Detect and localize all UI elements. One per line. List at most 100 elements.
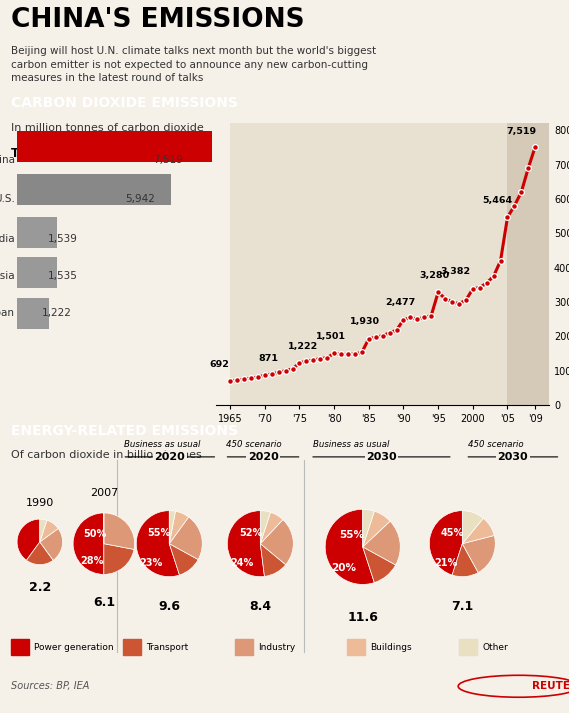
Wedge shape — [260, 512, 283, 544]
Text: 1,535: 1,535 — [47, 271, 77, 281]
Wedge shape — [40, 528, 63, 560]
Text: Sources: BP, IEA: Sources: BP, IEA — [11, 681, 90, 692]
Bar — [236, 640, 253, 655]
Wedge shape — [73, 513, 104, 575]
Wedge shape — [363, 509, 374, 547]
Wedge shape — [228, 511, 265, 577]
Text: 5,464: 5,464 — [482, 196, 512, 205]
Bar — [265, 123, 299, 405]
Text: 450 scenario: 450 scenario — [468, 440, 523, 449]
Wedge shape — [462, 535, 495, 573]
Text: 2020: 2020 — [154, 452, 185, 462]
Text: 2.2: 2.2 — [28, 580, 51, 593]
Text: 2030: 2030 — [497, 452, 528, 462]
Text: 2007: 2007 — [90, 488, 118, 498]
Text: 50%: 50% — [83, 530, 106, 540]
Text: 3,280: 3,280 — [419, 271, 450, 280]
Text: Buildings: Buildings — [370, 643, 412, 652]
Wedge shape — [40, 519, 47, 542]
Bar — [403, 123, 438, 405]
Text: CHINA'S EMISSIONS: CHINA'S EMISSIONS — [11, 7, 305, 33]
Wedge shape — [170, 511, 175, 544]
Text: 6.1: 6.1 — [93, 596, 115, 609]
Text: Business as usual: Business as usual — [312, 440, 389, 449]
Wedge shape — [137, 511, 179, 577]
Text: 692: 692 — [210, 360, 230, 369]
Text: Other: Other — [483, 643, 508, 652]
Text: 55%: 55% — [339, 530, 364, 540]
Text: 1990: 1990 — [26, 498, 54, 508]
Text: 9.6: 9.6 — [158, 600, 180, 612]
Text: 8.4: 8.4 — [249, 600, 271, 612]
Bar — [17, 217, 57, 248]
Text: Power generation: Power generation — [34, 643, 114, 652]
Text: In million tonnes of carbon dioxide: In million tonnes of carbon dioxide — [11, 123, 204, 133]
Text: 2020: 2020 — [248, 452, 278, 462]
Text: 2030: 2030 — [366, 452, 397, 462]
Text: 21%: 21% — [434, 558, 457, 568]
Text: 2,477: 2,477 — [385, 299, 415, 307]
Wedge shape — [430, 511, 462, 575]
Bar — [17, 131, 212, 162]
Bar — [347, 640, 365, 655]
Text: Beijing will host U.N. climate talks next month but the world's biggest
carbon e: Beijing will host U.N. climate talks nex… — [11, 46, 377, 83]
Text: U.S.: U.S. — [0, 195, 15, 205]
Wedge shape — [17, 519, 40, 560]
Bar — [459, 640, 477, 655]
Wedge shape — [170, 511, 189, 544]
Text: 24%: 24% — [230, 558, 254, 568]
Text: 28%: 28% — [81, 555, 104, 565]
Bar — [230, 123, 265, 405]
Wedge shape — [170, 517, 202, 560]
Wedge shape — [260, 520, 293, 565]
Text: CARBON DIOXIDE EMISSIONS: CARBON DIOXIDE EMISSIONS — [11, 96, 238, 110]
Text: 11.6: 11.6 — [347, 611, 378, 624]
Text: 1,222: 1,222 — [42, 307, 72, 317]
Text: India: India — [0, 234, 15, 244]
Wedge shape — [104, 513, 134, 550]
Text: 45%: 45% — [441, 528, 464, 538]
Bar — [17, 174, 171, 205]
Text: REUTERS: REUTERS — [531, 681, 569, 692]
Text: Business as usual: Business as usual — [124, 440, 200, 449]
Bar — [299, 123, 334, 405]
Wedge shape — [452, 544, 478, 577]
Text: 7.1: 7.1 — [451, 600, 473, 612]
Text: 5,942: 5,942 — [125, 195, 155, 205]
Text: 1,930: 1,930 — [351, 317, 380, 327]
Text: 1,222: 1,222 — [288, 342, 318, 351]
Wedge shape — [40, 520, 58, 542]
Text: 55%: 55% — [147, 528, 170, 538]
Text: 7,519: 7,519 — [506, 127, 537, 135]
Text: 23%: 23% — [139, 558, 163, 568]
Bar — [369, 123, 403, 405]
Text: Japan: Japan — [0, 307, 15, 317]
Text: Of carbon dioxide in billion tonnes: Of carbon dioxide in billion tonnes — [11, 450, 202, 460]
Text: 7,519: 7,519 — [153, 155, 183, 165]
Wedge shape — [325, 509, 374, 585]
Text: 1,501: 1,501 — [316, 332, 345, 341]
Wedge shape — [260, 544, 286, 576]
Bar — [438, 123, 473, 405]
Bar — [17, 298, 49, 329]
Wedge shape — [462, 518, 494, 544]
Text: ENERGY-RELATED EMISSIONS: ENERGY-RELATED EMISSIONS — [11, 424, 238, 438]
Bar — [11, 640, 29, 655]
Bar — [508, 123, 535, 405]
Wedge shape — [260, 511, 270, 544]
Bar — [17, 257, 57, 288]
Bar — [334, 123, 369, 405]
Text: 52%: 52% — [239, 528, 262, 538]
Text: China: China — [0, 155, 15, 165]
Wedge shape — [26, 542, 53, 565]
Bar — [473, 123, 508, 405]
Bar — [123, 640, 141, 655]
Wedge shape — [462, 511, 483, 544]
Wedge shape — [363, 511, 390, 547]
Text: Industry: Industry — [258, 643, 295, 652]
Wedge shape — [170, 544, 198, 575]
Wedge shape — [363, 521, 400, 565]
Text: 20%: 20% — [332, 563, 356, 573]
Text: 3,382: 3,382 — [440, 267, 471, 277]
Wedge shape — [363, 547, 395, 583]
